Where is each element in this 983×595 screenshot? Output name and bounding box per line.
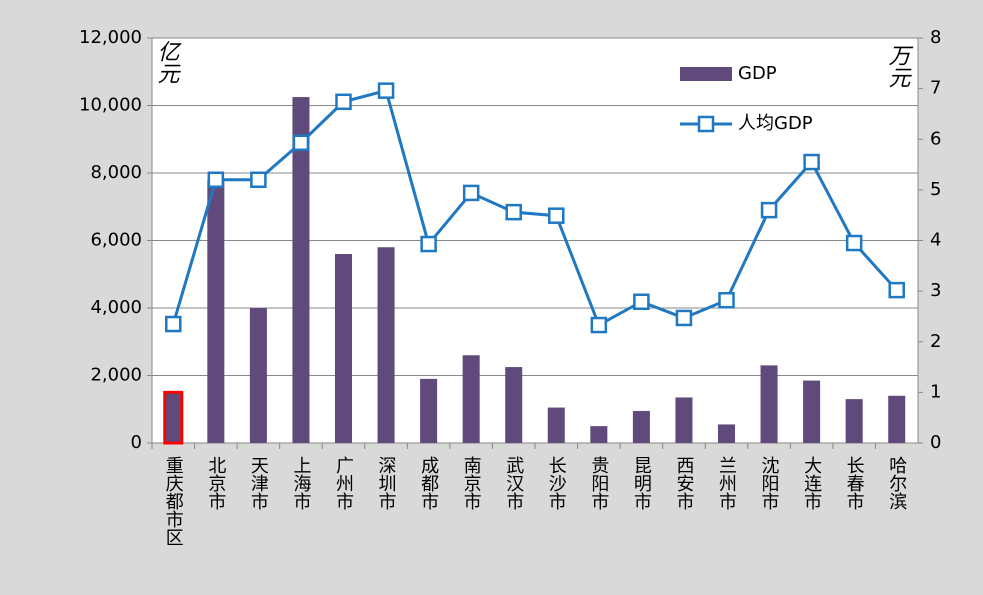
- bar: [888, 395, 906, 443]
- bar: [803, 380, 821, 443]
- bar: [505, 367, 523, 443]
- legend-marker: [697, 115, 715, 133]
- marker: [377, 82, 395, 99]
- y2-unit: 万元: [885, 44, 911, 88]
- marker: [548, 207, 565, 224]
- bar: [632, 410, 650, 443]
- y2-tick-label: 5: [930, 179, 941, 200]
- x-tick-label: 沈阳市: [759, 456, 780, 510]
- x-tick-label: 贵阳市: [588, 456, 609, 510]
- x-tick-label: 天津市: [248, 456, 269, 510]
- legend-swatch: [680, 67, 732, 81]
- legend-label: 人均GDP: [738, 113, 813, 134]
- y2-tick-label: 7: [930, 78, 941, 99]
- x-tick-label: 广州市: [333, 456, 354, 510]
- y-tick-label: 8,000: [90, 162, 142, 183]
- x-tick-label: 长沙市: [546, 456, 567, 510]
- marker: [718, 291, 735, 309]
- marker: [845, 234, 863, 252]
- marker: [462, 184, 480, 202]
- x-tick-label: 兰州市: [716, 456, 737, 510]
- bar: [249, 308, 267, 443]
- x-tick-label: 西安市: [673, 456, 694, 510]
- bar: [590, 426, 608, 443]
- bar: [292, 97, 310, 443]
- bar: [207, 179, 225, 443]
- x-tick-label: 南京市: [461, 456, 482, 510]
- x-tick-label: 重庆都市区: [163, 456, 184, 546]
- x-tick-label: 昆明市: [631, 456, 652, 510]
- marker: [207, 171, 225, 188]
- bar: [334, 254, 353, 443]
- bar: [717, 424, 736, 443]
- marker: [803, 153, 820, 171]
- x-tick-label: 成都市: [418, 456, 439, 510]
- marker: [633, 293, 650, 311]
- y-tick-label: 10,000: [79, 95, 142, 116]
- y-tick-label: 0: [131, 432, 142, 453]
- marker: [420, 235, 437, 253]
- x-tick-label: 北京市: [205, 456, 226, 510]
- y-tick-label: 12,000: [79, 27, 142, 48]
- bar: [462, 355, 480, 443]
- x-tick-label: 长春市: [844, 456, 865, 510]
- marker: [675, 309, 693, 327]
- y-tick-label: 4,000: [90, 297, 142, 318]
- y2-tick-label: 4: [930, 230, 941, 251]
- y2-tick-label: 2: [930, 331, 941, 352]
- marker: [760, 201, 778, 219]
- bar: [760, 365, 778, 443]
- marker: [590, 316, 608, 334]
- y2-tick-label: 1: [930, 381, 941, 402]
- bar: [547, 407, 565, 443]
- bar: [675, 397, 693, 443]
- y2-tick-label: 6: [930, 128, 941, 149]
- y2-tick-label: 0: [930, 432, 941, 453]
- x-tick-label: 哈尔滨: [886, 456, 907, 510]
- x-tick-label: 深圳市: [376, 456, 397, 510]
- bar: [845, 399, 863, 443]
- marker: [505, 203, 522, 221]
- marker: [250, 171, 267, 188]
- y-tick-label: 6,000: [90, 230, 142, 251]
- x-tick-label: 上海市: [290, 456, 311, 510]
- y2-tick-label: 3: [930, 280, 941, 301]
- marker: [335, 93, 352, 111]
- x-tick-label: 大连市: [801, 456, 822, 510]
- marker: [292, 134, 310, 152]
- bar: [420, 378, 438, 443]
- bar: [163, 390, 184, 445]
- x-tick-label: 武汉市: [503, 456, 524, 510]
- y-tick-label: 2,000: [90, 365, 142, 386]
- y2-tick-label: 8: [930, 27, 941, 48]
- marker: [888, 281, 905, 299]
- marker: [165, 315, 182, 333]
- bar: [377, 247, 395, 443]
- y-unit: 亿元: [154, 40, 180, 84]
- legend-label: GDP: [738, 63, 777, 84]
